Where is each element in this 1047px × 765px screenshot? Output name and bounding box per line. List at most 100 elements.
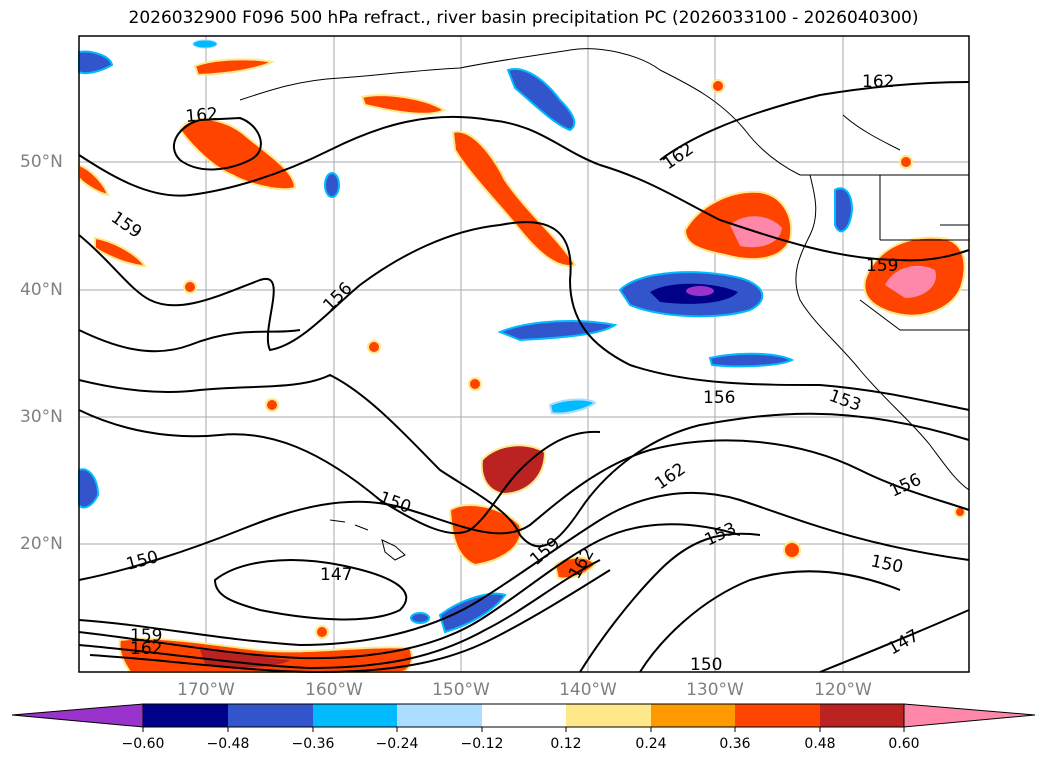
- precip-patch: [497, 319, 618, 342]
- precip-patch-core: [885, 265, 936, 298]
- colorbar-segment: [651, 704, 735, 727]
- precip-patch: [360, 94, 446, 115]
- contour-156: [78, 559, 601, 670]
- lon-label: 130°W: [686, 680, 744, 700]
- lat-label: 50°N: [20, 152, 63, 172]
- lon-label: 170°W: [177, 680, 235, 700]
- colorbar-label: −0.12: [460, 736, 504, 752]
- lat-label: 30°N: [20, 407, 63, 427]
- contour-159: [78, 115, 970, 262]
- contour-label: 162: [185, 104, 219, 127]
- colorbar-label: 0.12: [550, 736, 582, 752]
- contour-147: [819, 609, 970, 673]
- precip-dot: [315, 625, 329, 639]
- coastlines: [239, 48, 970, 561]
- colorbar-segment: [735, 704, 820, 727]
- precip-patch: [506, 68, 576, 132]
- colorbar-segment: [228, 704, 313, 727]
- precip-patch: [78, 50, 114, 75]
- colorbar-label: −0.24: [375, 736, 419, 752]
- coastline-hawaii: [329, 519, 406, 561]
- contour-label: 147: [320, 565, 352, 585]
- border-us: [842, 114, 969, 331]
- contour-label-layer: 162 162 162 159 159 159 156 156 156 153 …: [107, 72, 924, 675]
- precip-dot: [468, 377, 482, 391]
- precip-patch: [438, 592, 507, 634]
- lat-label: 20°N: [20, 534, 63, 554]
- map-border: [78, 35, 970, 673]
- graticule: [79, 36, 969, 672]
- precip-patch: [192, 39, 218, 49]
- colorbar-segment: [820, 704, 904, 727]
- contour-150: [78, 439, 970, 581]
- precip-patch: [548, 398, 597, 415]
- precip-fill-layer: [78, 39, 966, 673]
- colorbar-label: −0.60: [121, 736, 165, 752]
- precip-patch: [193, 58, 276, 77]
- precip-patch: [708, 352, 795, 368]
- colorbar-label: 0.48: [804, 736, 836, 752]
- contour-label: 159: [866, 256, 898, 276]
- precip-patch: [78, 163, 110, 197]
- colorbar-segment: [482, 704, 566, 727]
- colorbar-segment: [903, 703, 1036, 728]
- precip-dot: [265, 398, 279, 412]
- contour-150: [78, 491, 970, 647]
- contour-153: [78, 523, 741, 660]
- precip-patch: [94, 236, 147, 268]
- lon-label: 160°W: [305, 680, 363, 700]
- precip-patch: [451, 130, 577, 267]
- contour-150: [639, 570, 901, 673]
- precip-patch: [834, 187, 854, 233]
- precip-patch: [448, 504, 522, 567]
- precip-dot: [183, 280, 197, 294]
- contour-label: 150: [690, 655, 722, 675]
- colorbar-segment: [566, 704, 651, 727]
- precip-patch-core: [686, 286, 714, 296]
- precip-patch: [480, 444, 547, 496]
- coastline-canada: [795, 174, 970, 491]
- lon-label: 120°W: [814, 680, 872, 700]
- colorbar-label: −0.36: [291, 736, 335, 752]
- coastline-alaska: [239, 48, 801, 176]
- precip-patch: [78, 468, 100, 509]
- contour-label: 159: [130, 626, 162, 646]
- precip-patch: [410, 612, 430, 624]
- contour-150: [78, 409, 601, 535]
- lat-label: 40°N: [20, 280, 63, 300]
- precip-dot: [783, 541, 801, 559]
- contour-147: [213, 559, 408, 621]
- lon-label: 140°W: [559, 680, 617, 700]
- precip-patch: [324, 172, 340, 198]
- contour-159: [89, 569, 611, 674]
- contour-label: 162: [130, 639, 162, 659]
- colorbar-label: −0.48: [206, 736, 250, 752]
- colorbar: [11, 703, 1036, 732]
- contour-162: [659, 81, 970, 161]
- precip-dot: [711, 79, 725, 93]
- colorbar-segment: [397, 704, 482, 727]
- contour-156: [78, 221, 970, 411]
- colorbar-ticks: [142, 727, 905, 732]
- colorbar-segment: [11, 703, 144, 728]
- colorbar-label: 0.36: [719, 736, 751, 752]
- colorbar-label: 0.60: [888, 736, 920, 752]
- contour-153: [78, 373, 970, 548]
- precip-dot: [367, 340, 381, 354]
- contour-label: 162: [862, 72, 894, 92]
- contour-162: [173, 116, 262, 171]
- contour-lines: [78, 81, 970, 674]
- colorbar-outline: [142, 703, 905, 728]
- precip-patch-core: [200, 649, 290, 668]
- lon-label: 150°W: [432, 680, 490, 700]
- colorbar-segment: [143, 704, 228, 727]
- contour-162: [579, 532, 761, 673]
- colorbar-label: 0.24: [635, 736, 667, 752]
- precip-dot: [899, 155, 913, 169]
- precip-patch: [178, 118, 297, 191]
- contour-156: [78, 329, 301, 353]
- figure-title: 2026032900 F096 500 hPa refract., river …: [128, 8, 919, 28]
- contour-label: 156: [703, 388, 735, 408]
- colorbar-segment: [313, 704, 397, 727]
